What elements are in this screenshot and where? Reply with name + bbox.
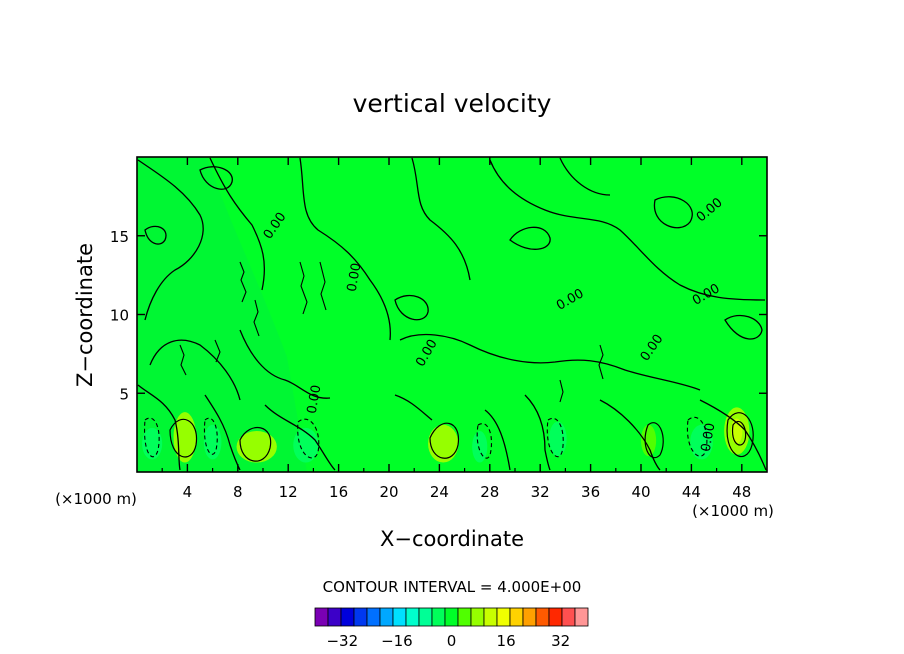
x-axis-label: X−coordinate (380, 527, 524, 551)
colorbar-tick-label: 32 (551, 632, 570, 650)
contour-line (169, 412, 754, 462)
contour-line (137, 384, 767, 471)
contour-label: 0.00 (699, 422, 719, 453)
contour-cell (472, 431, 488, 463)
colorbar (314, 607, 589, 627)
x-tick-label: 36 (581, 483, 600, 501)
colorbar-swatch (431, 607, 446, 627)
x-unit-label-left: (×1000 m) (55, 490, 137, 508)
colorbar-tick-label: 0 (447, 632, 457, 650)
colorbar-tick-label: −16 (381, 632, 413, 650)
contour-fill-region (137, 157, 307, 472)
y-tick-label: 10 (110, 307, 129, 325)
zero-contour-lines (137, 157, 767, 471)
y-tick-label: 5 (119, 385, 129, 403)
chart-title: vertical velocity (353, 89, 552, 118)
y-axis-ticks: 5 10 15 (110, 228, 767, 403)
colorbar-swatch (418, 607, 433, 627)
colorbar-swatch (522, 607, 537, 627)
colorbar-swatch (548, 607, 563, 627)
colorbar-swatch (561, 607, 576, 627)
contour-interval-label: CONTOUR INTERVAL = 4.000E+00 (323, 578, 582, 596)
colorbar-tick-label: 16 (497, 632, 516, 650)
colorbar-tick-labels: −32 −16 0 16 32 (326, 632, 570, 650)
colorbar-swatch (457, 607, 472, 627)
colorbar-swatch (314, 607, 329, 627)
colorbar-swatch (327, 607, 342, 627)
contour-cell (690, 424, 713, 460)
y-tick-label: 15 (110, 228, 129, 246)
x-tick-label: 8 (233, 483, 243, 501)
colorbar-swatch (366, 607, 381, 627)
contour-cell (641, 424, 657, 457)
colorbar-swatch (444, 607, 459, 627)
x-tick-label: 4 (183, 483, 193, 501)
x-tick-label: 24 (430, 483, 449, 501)
contour-line (179, 261, 604, 403)
contour-label: 0.00 (345, 262, 365, 293)
contour-cells (137, 157, 750, 472)
colorbar-tick-label: −32 (326, 632, 358, 650)
plot-area: 0.000.000.000.000.000.000.000.000.00 (136, 156, 768, 473)
colorbar-swatch (340, 607, 355, 627)
colorbar-swatch (574, 607, 589, 627)
x-tick-label: 28 (480, 483, 499, 501)
x-tick-label: 12 (279, 483, 298, 501)
colorbar-swatch (353, 607, 368, 627)
colorbar-swatch (496, 607, 511, 627)
colorbar-swatch (483, 607, 498, 627)
x-tick-label: 48 (732, 483, 751, 501)
colorbar-swatch (405, 607, 420, 627)
colorbar-swatch (509, 607, 524, 627)
y-axis-label: Z−coordinate (73, 243, 97, 387)
contour-cell (428, 424, 459, 463)
x-tick-label: 16 (329, 483, 348, 501)
x-tick-label: 44 (682, 483, 701, 501)
colorbar-swatch (379, 607, 394, 627)
x-axis-ticks: 4 8 12 16 20 24 28 32 36 40 44 48 (161, 157, 751, 501)
contour-line (137, 157, 766, 401)
contour-label: 0.00 (305, 384, 325, 415)
colorbar-swatch (470, 607, 485, 627)
x-tick-label: 32 (531, 483, 550, 501)
colorbar-swatch (535, 607, 550, 627)
x-tick-label: 40 (631, 483, 650, 501)
x-unit-label-right: (×1000 m) (692, 502, 774, 520)
x-tick-label: 20 (379, 483, 398, 501)
colorbar-swatch (392, 607, 407, 627)
contour-line (144, 166, 763, 340)
